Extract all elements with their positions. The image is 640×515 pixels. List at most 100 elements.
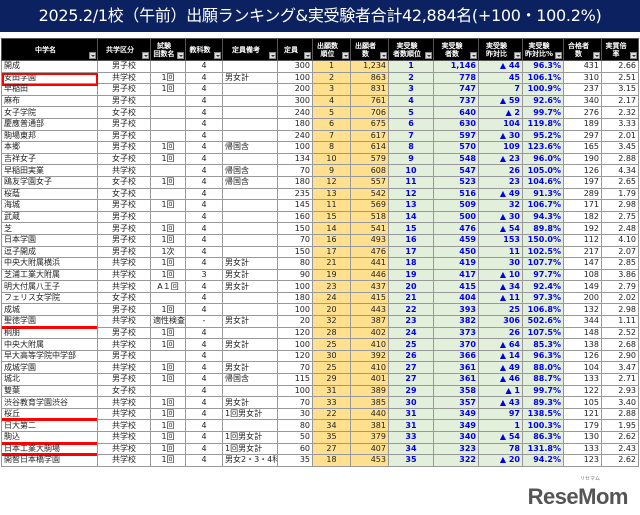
cell-examinees: 366 [433, 349, 479, 363]
cell-examinees: 393 [433, 303, 479, 317]
cell-applicants: 385 [350, 396, 389, 409]
cell-exam-round: 1回 [150, 454, 186, 467]
cell-examinee-rank: 11 [388, 175, 434, 189]
filter-dropdown-icon[interactable] [304, 52, 311, 59]
cell-examinee-rank: 29 [388, 384, 434, 398]
cell-examinee-rank: 8 [388, 141, 434, 154]
cell-school-name: 成城 [1, 303, 98, 317]
cell-applicants: 443 [350, 303, 389, 317]
cell-coed-type: 男子校 [97, 222, 151, 235]
cell-capacity: 240 [277, 129, 313, 143]
cell-passers: 182 [563, 210, 602, 224]
cell-capacity-note: 男女計 [222, 280, 278, 293]
cell-school-name: 駒込 [1, 431, 98, 445]
cell-capacity-note [222, 419, 278, 432]
cell-exam-round: 適性検査型 [150, 315, 186, 328]
cell-exam-round: 1回 [150, 83, 186, 96]
cell-subjects: 4 [185, 83, 223, 96]
cell-real-ratio: 3.47 [601, 361, 639, 375]
cell-examinee-yoy: 32 [478, 199, 523, 212]
cell-examinee-yoy: 11 [478, 245, 523, 259]
cell-examinee-yoy: ▲ 20 [478, 454, 523, 467]
column-header-exam-round: 試験 回数名 [150, 38, 186, 61]
cell-capacity-note [222, 129, 278, 143]
filter-dropdown-icon[interactable] [142, 52, 149, 59]
cell-school-name: 吉祥女子 [1, 152, 98, 166]
cell-capacity: 145 [277, 199, 313, 212]
cell-passers: 165 [563, 141, 602, 154]
cell-examinees: 500 [433, 210, 479, 224]
filter-dropdown-icon[interactable] [214, 52, 221, 59]
cell-exam-round: 1回 [150, 326, 186, 340]
cell-examinee-rank: 6 [388, 117, 434, 131]
cell-capacity-note: 1回男女計 [222, 442, 278, 456]
filter-dropdown-icon[interactable] [89, 52, 96, 59]
cell-coed-type: 共学校 [97, 257, 151, 270]
cell-applicant-rank: 17 [312, 245, 351, 259]
column-header-examinee-yoy: 実受験 昨対比 [478, 38, 523, 61]
cell-capacity: 100 [277, 384, 313, 398]
cell-subjects: - [185, 315, 223, 328]
cell-coed-type: 共学校 [97, 338, 151, 351]
cell-capacity-note: 男女計 [222, 257, 278, 270]
cell-examinee-yoy-pct: 106.1% [522, 71, 564, 85]
column-header-label: 合格者数 [568, 41, 589, 58]
table-row: 桜丘 共学校 1回 4 1回男女計 30 22 440 31 349 97 138.5% 121 2.88 [1, 407, 639, 422]
column-header-applicants: 出願者数 [350, 38, 389, 61]
cell-examinee-yoy-pct: 91.3% [522, 187, 564, 201]
column-header-label: 試験 回数名 [153, 41, 175, 58]
cell-examinee-rank: 27 [388, 373, 434, 386]
cell-real-ratio: 2.01 [601, 129, 639, 143]
filter-dropdown-icon[interactable] [425, 52, 432, 59]
cell-subjects: 4 [185, 71, 223, 85]
cell-coed-type: 女子校 [97, 152, 151, 166]
filter-dropdown-icon[interactable] [630, 52, 637, 59]
cell-exam-round: 1回 [150, 303, 186, 317]
filter-dropdown-icon[interactable] [555, 52, 562, 59]
cell-examinee-yoy: 78 [478, 442, 523, 456]
cell-exam-round [150, 210, 186, 224]
cell-real-ratio: 1.11 [601, 315, 639, 328]
ranking-table: 中学名 共学区分 試験 回数名 教科数 定員備考 定員 出願数 順位 出願者数 実受験 者数順位 実受験… [1, 38, 639, 467]
cell-examinees: 370 [433, 338, 479, 351]
cell-examinee-yoy: 109 [478, 141, 523, 154]
cell-examinee-rank: 1 [388, 60, 434, 73]
cell-capacity-note: 帰国含 [222, 141, 278, 154]
filter-dropdown-icon[interactable] [380, 52, 387, 59]
column-header-label: 実質倍率 [605, 41, 627, 58]
column-header-capacity: 定員 [277, 38, 313, 61]
cell-real-ratio: 2.98 [601, 303, 639, 317]
cell-applicant-rank: 28 [312, 326, 351, 340]
cell-applicant-rank: 33 [312, 396, 351, 409]
filter-dropdown-icon[interactable] [269, 52, 276, 59]
cell-examinee-rank: 30 [388, 396, 434, 409]
cell-capacity-note: 男女計 [222, 338, 278, 351]
cell-examinee-yoy: ▲ 43 [478, 396, 523, 409]
filter-dropdown-icon[interactable] [177, 52, 184, 59]
cell-exam-round: 1回 [150, 361, 186, 375]
resemom-logo: ReseMom [527, 484, 629, 509]
filter-dropdown-icon[interactable] [342, 52, 349, 59]
cell-applicants: 542 [350, 187, 389, 201]
cell-school-name: 城北 [1, 373, 98, 386]
cell-capacity: 60 [277, 442, 313, 456]
cell-coed-type: 女子校 [97, 175, 151, 189]
cell-real-ratio: 4.10 [601, 233, 639, 247]
filter-dropdown-icon[interactable] [593, 52, 600, 59]
filter-dropdown-icon[interactable] [470, 52, 477, 59]
cell-exam-round [150, 291, 186, 305]
filter-dropdown-icon[interactable] [514, 52, 521, 59]
cell-passers: 197 [563, 175, 602, 189]
cell-coed-type: 共学校 [97, 268, 151, 282]
cell-subjects: 4 [185, 117, 223, 131]
cell-real-ratio: 2.88 [601, 407, 639, 421]
cell-examinees: 357 [433, 396, 479, 409]
cell-examinee-yoy-pct: 100.9% [522, 83, 564, 96]
table-row: 桐朋 男子校 1回 4 120 28 402 24 373 26 107.5% 148 2.52 [1, 326, 639, 340]
cell-capacity-note [222, 303, 278, 317]
cell-applicant-rank: 19 [312, 268, 351, 282]
table-row: 女子学院 女子校 4 240 5 706 5 640 ▲ 2 99.7% 276 2.32 [1, 106, 639, 119]
cell-examinee-rank: 14 [388, 210, 434, 224]
cell-real-ratio: 3.86 [601, 268, 639, 282]
cell-applicant-rank: 31 [312, 384, 351, 398]
